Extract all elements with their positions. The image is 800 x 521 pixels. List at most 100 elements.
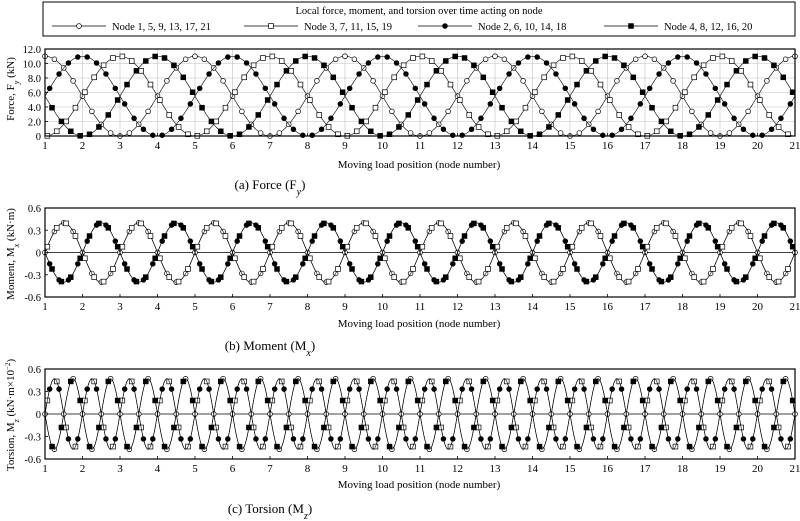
series-marker <box>232 89 238 95</box>
series-marker <box>196 85 203 92</box>
series-marker <box>635 131 641 138</box>
series-marker <box>677 255 683 262</box>
series-marker <box>459 132 465 138</box>
series-marker <box>611 233 618 239</box>
series-marker <box>787 436 794 442</box>
series-marker <box>710 266 716 272</box>
series-marker <box>65 436 72 442</box>
series-marker <box>161 443 168 450</box>
series-marker <box>663 118 669 125</box>
series-marker <box>639 397 646 404</box>
series-marker <box>750 436 756 442</box>
x-tick-label: 3 <box>117 140 123 152</box>
series-marker <box>58 424 65 431</box>
series-marker <box>68 378 74 385</box>
series-marker <box>443 274 449 280</box>
series-marker <box>222 104 229 111</box>
series-marker <box>696 124 702 130</box>
series-marker <box>564 397 571 404</box>
series-marker <box>611 55 618 61</box>
series-marker <box>250 278 257 285</box>
series-marker <box>771 424 777 431</box>
x-tick-label: 17 <box>640 140 652 152</box>
legend-box <box>42 1 796 37</box>
series-marker <box>58 118 65 125</box>
series-marker <box>93 60 100 66</box>
series-marker <box>672 104 679 111</box>
series-marker <box>628 115 634 122</box>
series-marker <box>368 274 374 280</box>
series-marker <box>391 74 397 81</box>
series-marker <box>283 278 290 285</box>
series-marker <box>339 89 346 95</box>
series-marker <box>208 118 215 125</box>
series-marker <box>124 266 130 272</box>
series-marker <box>515 60 522 66</box>
series-marker <box>114 397 121 404</box>
series-marker <box>560 55 566 61</box>
series-marker <box>564 243 571 250</box>
series-marker <box>494 243 501 250</box>
series-marker <box>105 225 112 231</box>
series-marker <box>405 378 412 385</box>
x-tick-label: 21 <box>790 301 800 313</box>
series-marker <box>403 436 409 442</box>
series-marker <box>450 132 456 138</box>
series-marker <box>583 424 590 431</box>
series-marker <box>693 60 700 66</box>
series-marker <box>571 386 578 392</box>
series-marker <box>199 443 205 450</box>
series-marker <box>696 424 702 431</box>
series-marker <box>518 274 524 280</box>
series-marker <box>747 233 754 239</box>
series-marker <box>724 266 730 272</box>
series-marker <box>384 386 390 392</box>
series-marker <box>330 74 337 81</box>
series-marker <box>208 424 215 431</box>
series-marker <box>110 266 116 272</box>
series-marker <box>410 55 416 61</box>
series-marker <box>578 225 585 231</box>
series-marker <box>166 112 172 118</box>
x-tick-label: 14 <box>527 301 539 313</box>
series-marker <box>377 255 383 262</box>
series-marker <box>121 386 128 392</box>
series-marker <box>710 55 716 61</box>
series-marker <box>721 386 728 392</box>
series-marker <box>700 278 707 285</box>
series-marker <box>330 225 337 231</box>
series-marker <box>389 108 395 115</box>
series-marker <box>241 74 247 81</box>
series-marker <box>553 71 559 77</box>
series-marker <box>100 278 107 285</box>
series-marker <box>780 378 787 385</box>
series-marker <box>668 274 674 280</box>
series-marker <box>274 266 280 272</box>
series-marker <box>764 78 770 84</box>
series-marker <box>686 131 693 138</box>
panel-moment-caption: (b) Moment (Mx) <box>225 338 315 359</box>
series-marker <box>365 436 372 442</box>
series-marker <box>656 386 662 392</box>
series-marker <box>546 124 552 130</box>
series-marker <box>236 443 243 450</box>
series-marker <box>703 71 709 77</box>
series-marker <box>302 255 308 262</box>
series-marker <box>778 115 784 122</box>
panel-torsion-ylabel: Torsion, Mz (kN·m×10−2) <box>4 359 21 472</box>
series-marker <box>75 436 81 442</box>
series-marker <box>625 124 632 130</box>
series-marker <box>675 436 681 442</box>
series-marker <box>278 225 285 231</box>
series-marker <box>630 225 637 231</box>
series-marker <box>489 397 496 404</box>
series-marker <box>124 81 130 88</box>
series-marker <box>642 53 648 59</box>
series-marker <box>447 81 454 88</box>
series-marker <box>487 436 494 442</box>
series-marker <box>489 243 496 250</box>
series-marker <box>166 274 172 280</box>
series-marker <box>124 443 130 450</box>
series-marker <box>168 126 175 133</box>
series-marker <box>637 101 644 107</box>
